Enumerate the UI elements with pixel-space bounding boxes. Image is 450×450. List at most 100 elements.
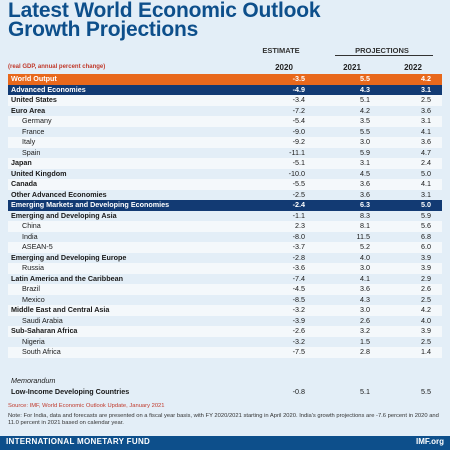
projections-divider — [335, 55, 433, 56]
row-value-2021: 3.1 — [360, 158, 370, 167]
row-value-2020: -2.8 — [292, 252, 305, 262]
row-value-2022: 5.9 — [421, 210, 431, 220]
row-value-2021: 4.2 — [360, 105, 370, 115]
row-value-2022: 5.0 — [421, 168, 431, 178]
table-row: ASEAN-5 -3.7 5.2 6.0 — [8, 242, 442, 253]
row-label: Middle East and Central Asia — [11, 305, 110, 314]
table-row: Russia -3.6 3.0 3.9 — [8, 263, 442, 274]
row-value-2021: 1.5 — [360, 336, 370, 346]
row-label: Saudi Arabia — [22, 315, 63, 325]
row-value-2021: 2.6 — [360, 315, 370, 325]
title-line-1: Latest World Economic Outlook — [8, 0, 321, 22]
row-value-2022: 4.1 — [421, 179, 431, 188]
row-value-2022: 3.1 — [421, 116, 431, 125]
row-value-2020: -3.9 — [292, 315, 305, 325]
row-value-2022: 6.0 — [421, 242, 431, 251]
row-value-2022: 1.4 — [421, 347, 431, 356]
row-value-2021: 3.6 — [360, 179, 370, 188]
row-value-2022: 3.9 — [421, 252, 431, 262]
row-value-2021: 3.6 — [360, 189, 370, 199]
row-value-2021: 6.3 — [360, 200, 370, 209]
estimate-header: ESTIMATE — [262, 46, 300, 55]
table-row: Italy -9.2 3.0 3.6 — [8, 137, 442, 148]
title-line-2: Growth Projections — [8, 18, 199, 41]
footer-website-link[interactable]: IMF.org — [416, 437, 444, 446]
row-value-2020: -1.1 — [292, 210, 305, 220]
row-value-2021: 3.0 — [360, 137, 370, 146]
memorandum-label: Memorandum — [11, 376, 56, 385]
row-value-2020: -3.2 — [292, 336, 305, 346]
row-value-2021: 2.8 — [360, 347, 370, 356]
table-row: Other Advanced Economies -2.5 3.6 3.1 — [8, 189, 442, 200]
row-label: ASEAN-5 — [22, 242, 53, 251]
row-value-2022: 3.9 — [421, 326, 431, 335]
table-row: Germany -5.4 3.5 3.1 — [8, 116, 442, 127]
row-value-2021: 3.6 — [360, 284, 370, 293]
row-label: Mexico — [22, 294, 45, 304]
row-label: World Output — [11, 74, 57, 83]
units-subheader: (real GDP, annual percent change) — [8, 64, 106, 70]
row-label: Other Advanced Economies — [11, 189, 107, 199]
row-value-2022: 3.1 — [421, 189, 431, 199]
row-value-2022: 3.1 — [421, 84, 431, 94]
row-value-2020: -4.5 — [292, 284, 305, 293]
row-label: Latin America and the Caribbean — [11, 273, 123, 283]
table-row: Emerging and Developing Asia -1.1 8.3 5.9 — [8, 210, 442, 221]
row-value-2020: 2.3 — [295, 221, 305, 230]
row-value-2020: -7.5 — [292, 347, 305, 356]
year-2021-header: 2021 — [343, 63, 361, 72]
year-2020-header: 2020 — [275, 63, 293, 72]
footer-org-name: INTERNATIONAL MONETARY FUND — [6, 437, 151, 446]
table-row: Brazil -4.5 3.6 2.6 — [8, 284, 442, 295]
row-value-2020: -3.2 — [292, 305, 305, 314]
row-label: Japan — [11, 158, 32, 167]
row-value-2022: 4.2 — [421, 74, 431, 83]
row-value-2021: 5.1 — [360, 95, 370, 104]
table-row: Advanced Economies -4.9 4.3 3.1 — [8, 84, 442, 95]
memo-value-2021: 5.1 — [360, 387, 370, 396]
row-value-2020: -5.4 — [292, 116, 305, 125]
table-row: Mexico -8.5 4.3 2.5 — [8, 294, 442, 305]
row-value-2020: -8.5 — [292, 294, 305, 304]
row-value-2021: 4.3 — [360, 84, 370, 94]
table-row: United States -3.4 5.1 2.5 — [8, 95, 442, 106]
row-label: China — [22, 221, 41, 230]
row-value-2020: -2.6 — [292, 326, 305, 335]
table-row: France -9.0 5.5 4.1 — [8, 126, 442, 137]
row-value-2021: 5.5 — [360, 126, 370, 136]
row-value-2022: 2.6 — [421, 284, 431, 293]
table-row: Canada -5.5 3.6 4.1 — [8, 179, 442, 190]
projections-table: World Output -3.5 5.5 4.2 Advanced Economies… — [8, 74, 442, 358]
source-note: Source: IMF, World Economic Outlook Upda… — [8, 403, 165, 409]
row-value-2022: 6.8 — [421, 231, 431, 241]
table-row: Emerging Markets and Developing Economie… — [8, 200, 442, 211]
row-value-2021: 4.5 — [360, 168, 370, 178]
table-row: Emerging and Developing Europe -2.8 4.0 3.9 — [8, 252, 442, 263]
row-value-2020: -3.7 — [292, 242, 305, 251]
row-value-2022: 4.2 — [421, 305, 431, 314]
memo-row: Low-Income Developing Countries -0.8 5.1… — [8, 387, 442, 398]
table-row: Spain -11.1 5.9 4.7 — [8, 147, 442, 158]
row-label: United Kingdom — [11, 168, 67, 178]
row-value-2022: 2.9 — [421, 273, 431, 283]
row-label: United States — [11, 95, 57, 104]
row-label: South Africa — [22, 347, 61, 356]
row-value-2022: 4.7 — [421, 147, 431, 157]
row-value-2022: 3.6 — [421, 105, 431, 115]
row-value-2020: -3.4 — [292, 95, 305, 104]
table-row: Sub-Saharan Africa -2.6 3.2 3.9 — [8, 326, 442, 337]
row-value-2021: 3.5 — [360, 116, 370, 125]
row-value-2021: 3.0 — [360, 263, 370, 272]
table-row: Middle East and Central Asia -3.2 3.0 4.2 — [8, 305, 442, 316]
row-label: Russia — [22, 263, 44, 272]
projections-header: PROJECTIONS — [355, 46, 409, 55]
row-label: Brazil — [22, 284, 40, 293]
footnote: Note: For India, data and forecasts are … — [8, 413, 439, 426]
row-value-2021: 3.2 — [360, 326, 370, 335]
row-value-2020: -2.4 — [292, 200, 305, 209]
row-label: Sub-Saharan Africa — [11, 326, 78, 335]
table-row: World Output -3.5 5.5 4.2 — [8, 74, 442, 85]
row-value-2020: -3.6 — [292, 263, 305, 272]
row-value-2021: 5.9 — [360, 147, 370, 157]
